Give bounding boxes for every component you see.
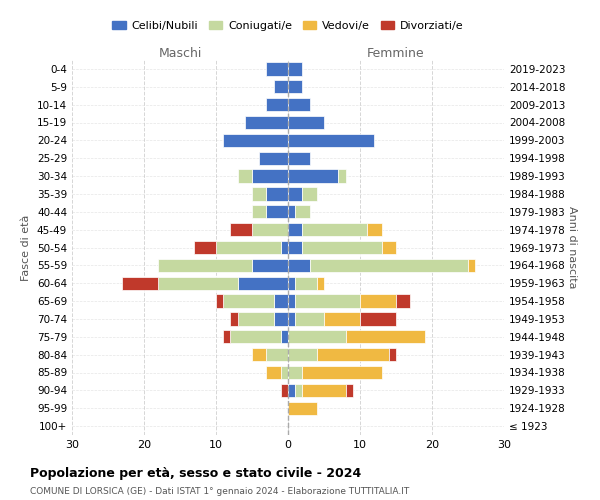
Bar <box>346 384 353 397</box>
Bar <box>288 80 302 94</box>
Bar <box>252 205 266 218</box>
Bar <box>266 98 288 112</box>
Bar <box>223 134 288 147</box>
Bar <box>216 241 281 254</box>
Bar <box>223 294 274 308</box>
Bar <box>382 241 396 254</box>
Bar <box>238 276 288 290</box>
Bar <box>295 294 360 308</box>
Bar <box>288 312 295 326</box>
Bar <box>230 312 238 326</box>
Bar <box>288 170 338 183</box>
Bar <box>302 223 367 236</box>
Bar <box>302 384 346 397</box>
Bar <box>367 223 382 236</box>
Bar <box>468 258 475 272</box>
Bar <box>266 366 281 379</box>
Bar <box>288 134 374 147</box>
Text: COMUNE DI LORSICA (GE) - Dati ISTAT 1° gennaio 2024 - Elaborazione TUTTITALIA.IT: COMUNE DI LORSICA (GE) - Dati ISTAT 1° g… <box>30 488 409 496</box>
Bar <box>274 80 288 94</box>
Bar <box>252 258 288 272</box>
Bar <box>338 170 346 183</box>
Bar <box>288 62 302 76</box>
Bar <box>295 276 317 290</box>
Bar <box>302 241 382 254</box>
Bar <box>360 294 396 308</box>
Bar <box>238 312 274 326</box>
Bar <box>252 223 288 236</box>
Bar <box>317 348 389 362</box>
Bar <box>230 223 252 236</box>
Bar <box>281 366 288 379</box>
Bar <box>216 294 223 308</box>
Bar <box>302 187 317 200</box>
Bar <box>288 366 302 379</box>
Bar <box>259 152 288 165</box>
Bar <box>288 348 317 362</box>
Bar <box>288 258 310 272</box>
Bar <box>122 276 158 290</box>
Y-axis label: Anni di nascita: Anni di nascita <box>567 206 577 289</box>
Bar <box>266 205 288 218</box>
Bar <box>281 241 288 254</box>
Bar <box>295 205 310 218</box>
Bar <box>274 312 288 326</box>
Text: Maschi: Maschi <box>158 47 202 60</box>
Bar <box>396 294 410 308</box>
Bar <box>302 366 382 379</box>
Bar <box>281 330 288 344</box>
Bar <box>310 258 468 272</box>
Bar <box>288 152 310 165</box>
Bar <box>223 330 230 344</box>
Bar <box>295 384 302 397</box>
Bar <box>274 294 288 308</box>
Bar <box>281 384 288 397</box>
Bar <box>360 312 396 326</box>
Bar <box>288 276 295 290</box>
Bar <box>252 187 266 200</box>
Bar <box>238 170 252 183</box>
Text: Femmine: Femmine <box>367 47 425 60</box>
Bar <box>252 170 288 183</box>
Bar <box>230 330 281 344</box>
Legend: Celibi/Nubili, Coniugati/e, Vedovi/e, Divorziati/e: Celibi/Nubili, Coniugati/e, Vedovi/e, Di… <box>108 17 468 36</box>
Y-axis label: Fasce di età: Fasce di età <box>22 214 31 280</box>
Bar <box>288 205 295 218</box>
Bar <box>389 348 396 362</box>
Bar <box>288 241 302 254</box>
Text: Popolazione per età, sesso e stato civile - 2024: Popolazione per età, sesso e stato civil… <box>30 468 361 480</box>
Bar <box>194 241 216 254</box>
Bar <box>288 187 302 200</box>
Bar <box>266 187 288 200</box>
Bar <box>346 330 425 344</box>
Bar <box>324 312 360 326</box>
Bar <box>245 116 288 129</box>
Bar <box>288 116 324 129</box>
Bar <box>317 276 324 290</box>
Bar <box>158 258 252 272</box>
Bar <box>295 312 324 326</box>
Bar <box>288 384 295 397</box>
Bar <box>288 330 346 344</box>
Bar <box>288 223 302 236</box>
Bar <box>252 348 266 362</box>
Bar <box>288 402 317 415</box>
Bar <box>288 98 310 112</box>
Bar <box>266 62 288 76</box>
Bar <box>266 348 288 362</box>
Bar <box>288 294 295 308</box>
Bar <box>158 276 238 290</box>
